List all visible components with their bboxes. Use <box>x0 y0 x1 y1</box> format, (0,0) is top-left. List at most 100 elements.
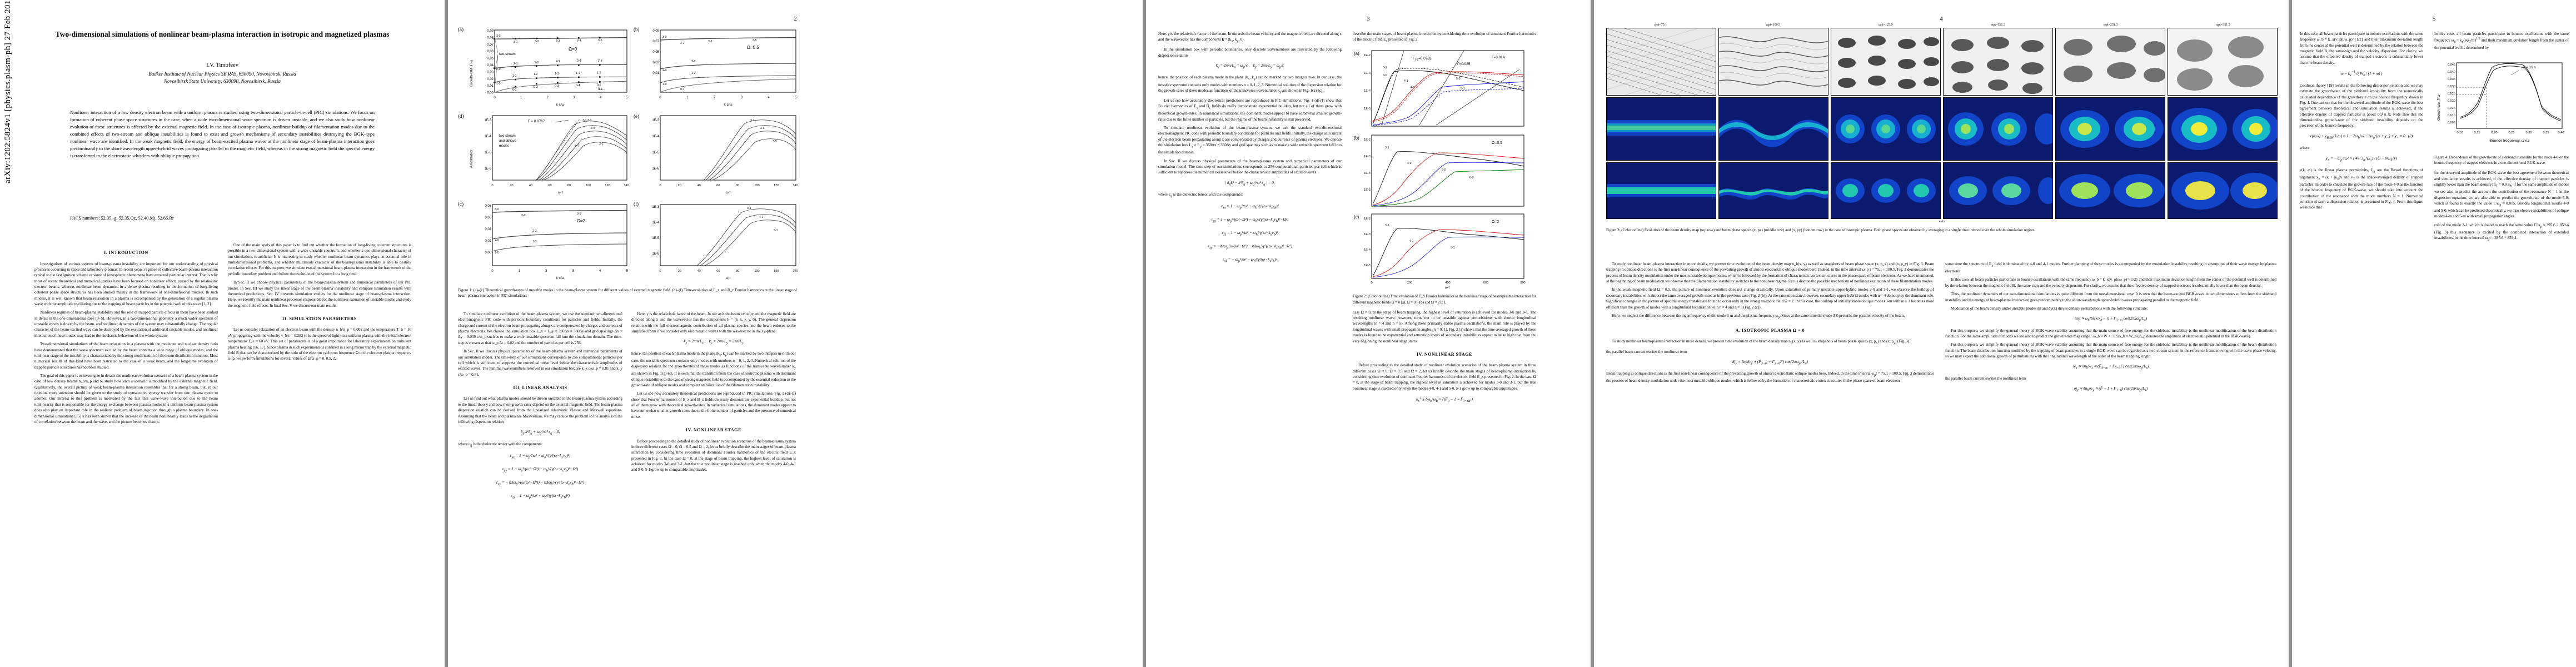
svg-text:1E-5: 1E-5 <box>652 237 659 240</box>
svg-text:20: 20 <box>510 184 513 187</box>
svg-text:Γ3-1=0.0763: Γ3-1=0.0763 <box>1413 57 1432 61</box>
page-number: 2 <box>794 16 797 22</box>
svg-text:20: 20 <box>678 270 681 273</box>
paragraph: case Ω = 0, at the stage of beam trappin… <box>1353 310 1536 344</box>
svg-text:1E-3: 1E-3 <box>484 119 491 122</box>
svg-text:and oblique: and oblique <box>499 140 517 143</box>
section-heading-2: II. SIMULATION PARAMETERS <box>282 316 357 321</box>
svg-text:1E-6: 1E-6 <box>652 167 659 171</box>
svg-text:(c): (c) <box>1354 215 1359 220</box>
svg-text:k c/ω: k c/ω <box>724 103 732 107</box>
phase-space-px <box>1718 97 1828 161</box>
svg-text:0,08: 0,08 <box>485 205 491 208</box>
page-5: 5 In this case, all beam particles parti… <box>2292 0 2576 667</box>
svg-text:0,015: 0,015 <box>2448 107 2455 110</box>
svg-text:0,10: 0,10 <box>2457 131 2463 135</box>
svg-text:0,005: 0,005 <box>2448 121 2455 125</box>
paragraph: describe the main stages of beam-plasma … <box>1353 32 1536 43</box>
page4-column-right: some time the spectrum of Ex field is do… <box>1945 261 2276 656</box>
svg-text:0,08: 0,08 <box>487 36 494 39</box>
density-map <box>1718 28 1828 96</box>
figure-1-panel-a: (a) 0,09 0,08 0,07 0,06 0,05 0,04 0,03 0,02 … <box>458 26 797 109</box>
svg-text:400: 400 <box>1445 281 1450 285</box>
svg-text:4-1: 4-1 <box>759 216 764 219</box>
density-map <box>2168 28 2278 96</box>
svg-text:5-1: 5-1 <box>774 229 778 232</box>
paragraph: To study nonlinear beam-plasma interacti… <box>1606 262 1934 284</box>
svg-text:2-0: 2-0 <box>662 69 667 72</box>
svg-text:Ω=0.5: Ω=0.5 <box>747 45 759 50</box>
svg-text:0,25: 0,25 <box>2509 131 2515 135</box>
svg-text:1E-4: 1E-4 <box>652 135 659 138</box>
svg-text:5: 5 <box>626 270 628 273</box>
svg-text:1-0: 1-0 <box>495 251 499 255</box>
svg-text:3: 3 <box>741 96 743 99</box>
svg-text:0,01: 0,01 <box>652 72 659 75</box>
amplitude-time-plot-e: 1E-3 1E-4 1E-5 1E-6 0 20 40 60 80 100 120 140 ω… <box>652 115 798 195</box>
svg-text:1E-6: 1E-6 <box>652 252 659 256</box>
equation-long: εxx = 1 − ωp²/ω² − ωb²/γ³(ω−kxvb)² εyy =… <box>1208 203 1292 263</box>
growth-rate-plot-b: 0,09 0,07 0,05 0,03 0,01 0 1 2 3 4 5 k c/ω Ω=0… <box>652 29 797 107</box>
svg-text:2-1: 2-1 <box>514 62 518 66</box>
svg-text:1: 1 <box>520 96 522 99</box>
paragraph: where <box>2300 146 2310 151</box>
figure-2-panel-b: (b) 1E-2 1E-3 1E-4 1E-5 Ω=0.5 3-1 4-0 5-0 6-0 <box>1354 135 1524 207</box>
paragraph: In Sec. II we discuss physical parameter… <box>458 349 622 377</box>
paragraph: In the weak magnetic field Ω = 0.5, the … <box>1606 287 1934 310</box>
page-number: 5 <box>2432 16 2436 22</box>
svg-text:140: 140 <box>624 184 629 187</box>
svg-text:Ω=0.5: Ω=0.5 <box>1492 141 1502 145</box>
figure-2: (a) 1E-2 1E-3 1E-4 1E-5 Γ3-1=0.0763 Γ=0.02… <box>1353 47 1536 305</box>
svg-text:5-1: 5-1 <box>1461 87 1465 91</box>
svg-text:2: 2 <box>545 270 547 273</box>
author-name: I.V. Timofeev <box>206 62 238 68</box>
paragraph: the parallel beam current excites the no… <box>1945 376 2026 381</box>
figure-4-caption: Figure 4: Dependence of the growth-rate … <box>2434 155 2569 166</box>
page5-column-left: In this case, all beam particles partici… <box>2300 31 2423 648</box>
svg-text:3-5: 3-5 <box>753 39 757 42</box>
svg-text:0: 0 <box>659 184 661 187</box>
section-heading-4: IV. NONLINEAR STAGE <box>685 427 742 433</box>
paragraph: role of the mode 3-1, which is found to … <box>2434 222 2569 242</box>
page3-column-left: Here, γ is the relativistic factor of th… <box>1158 31 1342 643</box>
figure-1-panel-d: (d) 1E-3 1E-4 1E-5 1E-6 0 20 40 60 80 100 120 1… <box>458 112 798 197</box>
svg-text:0: 0 <box>659 270 661 273</box>
svg-text:4-1: 4-1 <box>1409 240 1414 243</box>
svg-text:0-3: 0-3 <box>555 84 559 88</box>
equation: δnb ∝ ωb²δε(x/λb − t) + Γ3−m cos(2πxωp/L… <box>2074 316 2148 322</box>
figure-3-time-labels: ωpt=75.1 ωpt=100.5 ωpt=125.9 ωpt=151.3 ω… <box>1606 23 2278 27</box>
paragraph: where εij is the dielectric tensor with … <box>1158 192 1243 198</box>
svg-text:0,07: 0,07 <box>652 40 659 43</box>
svg-text:0,045: 0,045 <box>2448 63 2455 67</box>
svg-text:3-3: 3-3 <box>556 39 560 43</box>
svg-text:two-stream: two-stream <box>499 135 516 138</box>
svg-text:60: 60 <box>716 184 720 187</box>
svg-text:1-0: 1-0 <box>662 83 667 86</box>
paragraph: For this purpose, we simplify the genera… <box>1945 342 2276 359</box>
figure-1: (a) 0,09 0,08 0,07 0,06 0,05 0,04 0,03 0,02 … <box>458 26 798 298</box>
svg-text:80: 80 <box>567 184 571 187</box>
paragraph: In Sec. II we discuss physical parameter… <box>1158 158 1342 175</box>
page2-column-left: To simulate nonlinear evolution of the b… <box>458 311 622 655</box>
svg-text:4-0: 4-0 <box>1411 86 1415 89</box>
equation: δjy ∝ δnbδvy ∝ (F̄ − 1 + Γ3−0) cos(2πxωp… <box>2074 386 2148 392</box>
svg-text:2-2: 2-2 <box>535 61 539 64</box>
svg-text:3-5: 3-5 <box>773 140 777 143</box>
svg-text:100: 100 <box>586 184 591 187</box>
time-label: ωpt=151.3 <box>1991 23 2005 27</box>
svg-text:1E-2: 1E-2 <box>1364 217 1371 221</box>
paragraph: One of the main goals of this paper is t… <box>228 243 411 276</box>
paragraph: Before proceeding to the detailed study … <box>1353 363 1536 391</box>
paragraph: In this case, all beam particles partici… <box>1945 277 2276 288</box>
svg-text:2-3: 2-3 <box>532 230 537 233</box>
phase-space-py <box>1831 162 1941 219</box>
svg-text:3-5: 3-5 <box>577 212 581 216</box>
svg-text:4-0: 4-0 <box>1407 162 1412 165</box>
svg-text:1-3: 1-3 <box>555 72 559 76</box>
svg-text:3-5: 3-5 <box>598 39 602 42</box>
svg-text:1E-2: 1E-2 <box>1364 138 1371 142</box>
svg-text:3-0: 3-0 <box>496 34 501 38</box>
affiliation-2: Novosibirsk State University, 630090, No… <box>164 78 281 84</box>
density-map <box>1831 28 1941 96</box>
svg-text:2-3: 2-3 <box>556 60 560 63</box>
